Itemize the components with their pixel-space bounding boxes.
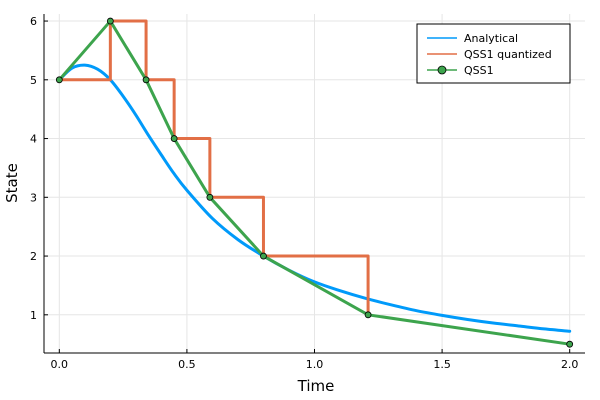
legend: Analytical QSS1 quantized QSS1 xyxy=(416,23,571,84)
y-ticks: 1 2 3 4 5 6 xyxy=(30,15,48,322)
x-tick-label: 2.0 xyxy=(561,358,579,371)
data-point-qss1 xyxy=(170,135,178,142)
data-point-qss1 xyxy=(55,76,63,84)
y-tick-label: 6 xyxy=(30,15,37,28)
y-tick-label: 5 xyxy=(30,74,37,87)
series-line-qss1-quantized xyxy=(57,19,370,317)
x-ticks: 0.0 0.5 1.0 1.5 2.0 xyxy=(51,349,579,371)
y-tick-label: 1 xyxy=(30,309,37,322)
legend-label-analytical: Analytical xyxy=(464,32,518,45)
data-point-qss1 xyxy=(364,311,372,319)
y-tick-label: 2 xyxy=(30,250,37,263)
series-line-qss1 xyxy=(57,19,572,346)
legend-label-qss1: QSS1 xyxy=(464,64,494,77)
legend-label-qss1-quantized: QSS1 quantized xyxy=(464,48,552,61)
y-axis-label: State xyxy=(3,163,21,203)
x-tick-label: 1.5 xyxy=(433,358,451,371)
y-tick-label: 3 xyxy=(30,191,37,204)
x-axis-label: Time xyxy=(297,377,335,395)
x-tick-label: 1.0 xyxy=(306,358,324,371)
plot-area xyxy=(55,17,574,348)
data-point-qss1 xyxy=(260,252,267,260)
data-point-qss1 xyxy=(206,193,214,201)
x-tick-label: 0.0 xyxy=(51,358,69,371)
x-tick-label: 0.5 xyxy=(178,358,196,371)
data-point-qss1 xyxy=(106,17,114,25)
data-point-qss1 xyxy=(142,76,150,84)
series-line-analytical xyxy=(57,63,572,333)
data-point-qss1 xyxy=(566,340,574,348)
y-tick-label: 4 xyxy=(30,133,37,146)
legend-marker-qss1 xyxy=(437,65,447,75)
